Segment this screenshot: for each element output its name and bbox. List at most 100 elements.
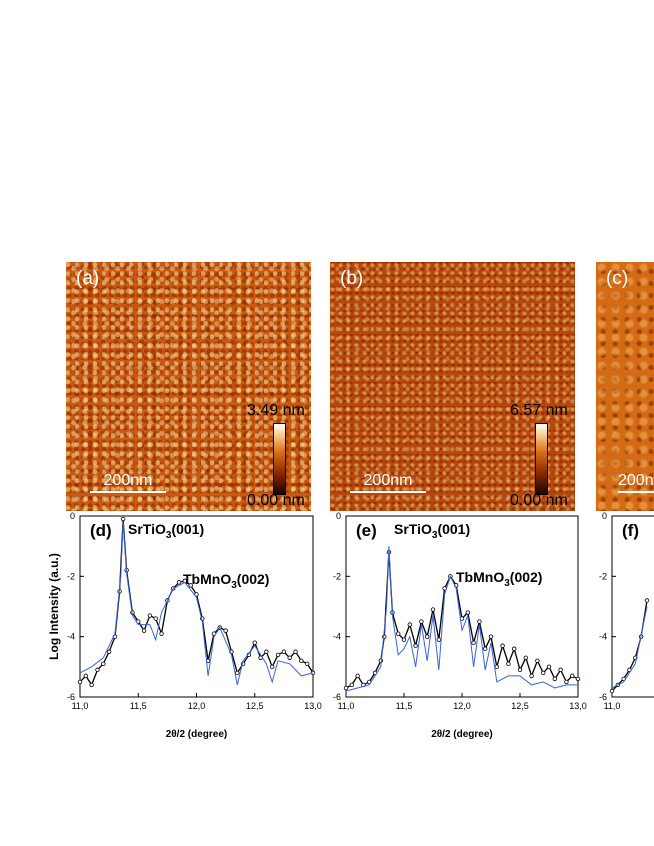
plot-frame-d	[79, 515, 314, 698]
scale-bar-label-a: 200nm	[103, 472, 153, 489]
x-tick-label-e: 11,5	[396, 701, 413, 711]
x-axis-label-d: 2θ/2 (degree)	[166, 729, 228, 740]
data-point-e	[529, 673, 534, 679]
x-tick-label-d: 13,0	[304, 701, 322, 711]
data-point-d	[281, 649, 287, 654]
data-point-e	[396, 631, 401, 636]
plot-frame-e	[345, 515, 579, 698]
data-point-e	[349, 682, 354, 688]
x-tick-label-d: 11,5	[130, 701, 147, 711]
data-point-e	[477, 619, 482, 624]
data-point-d	[223, 628, 228, 633]
data-point-e	[575, 676, 581, 682]
afm-image-b: (b) 200nm 6.57 nm 0.00 nm	[330, 262, 575, 511]
afm-image-c: (c) 200n	[596, 262, 654, 511]
scale-bar-label-c: 200n	[618, 472, 654, 489]
data-point-f	[644, 598, 650, 603]
x-tick-label-e: 11,0	[338, 701, 355, 711]
fit-line-d	[79, 521, 314, 686]
data-point-e	[564, 679, 569, 685]
data-point-e	[355, 673, 360, 679]
data-point-e	[419, 619, 424, 624]
panel-label-f: (f)	[622, 521, 639, 540]
data-point-d	[176, 580, 182, 585]
x-tick-label-e: 13,0	[569, 701, 587, 711]
data-point-f	[609, 688, 615, 694]
fit-line-f	[611, 606, 648, 689]
data-point-e	[535, 658, 540, 663]
colorbar-min-b: 0.00 nm	[510, 492, 568, 509]
y-tick-label-f: 0	[602, 511, 607, 521]
data-line-d	[79, 518, 314, 687]
data-point-e	[425, 634, 430, 639]
data-point-e	[471, 640, 476, 645]
data-point-e	[546, 664, 552, 670]
data-point-e	[483, 646, 488, 651]
y-tick-label-e: 0	[336, 511, 341, 521]
data-point-d	[89, 682, 94, 688]
data-point-e	[541, 670, 546, 676]
annotation-d-1: TbMnO3(002)	[183, 571, 269, 591]
panel-label-d: (d)	[90, 521, 112, 540]
data-point-d	[293, 649, 298, 654]
data-point-d	[147, 613, 153, 618]
data-point-d	[304, 661, 310, 667]
data-point-e	[488, 634, 494, 639]
y-tick-label-d: 0	[70, 511, 75, 521]
data-point-e	[552, 676, 557, 682]
data-point-e	[570, 673, 575, 679]
scale-bar-b: 200nm	[350, 472, 426, 493]
data-point-e	[494, 664, 499, 670]
y-tick-label-d: -6	[67, 692, 75, 702]
annotation-e-1: TbMnO3(002)	[456, 569, 542, 589]
data-line-f	[611, 600, 648, 692]
height-colorbar-a	[273, 423, 286, 495]
data-point-d	[299, 658, 304, 663]
data-point-d	[77, 679, 83, 685]
afm-image-a: (a) 200nm 3.49 nm 0.00 nm	[66, 262, 311, 511]
x-tick-label-d: 12,0	[188, 701, 206, 711]
height-colorbar-b	[535, 423, 548, 495]
x-tick-label-e: 12,5	[511, 701, 529, 711]
y-tick-label-f: -4	[599, 632, 607, 642]
data-point-e	[512, 646, 517, 651]
data-point-d	[287, 655, 292, 660]
data-point-d	[120, 516, 126, 522]
data-point-d	[141, 628, 147, 633]
y-tick-label-f: -2	[599, 571, 607, 581]
data-point-d	[95, 667, 100, 673]
data-point-e	[407, 622, 412, 627]
plot-frame-f	[611, 515, 654, 698]
data-point-e	[465, 610, 470, 615]
y-axis-label-d: Log Intensity (a.u.)	[47, 553, 61, 660]
y-tick-label-e: -6	[333, 692, 341, 702]
data-point-e	[500, 643, 505, 648]
fit-line-e	[345, 546, 578, 692]
data-point-e	[523, 655, 528, 660]
colorbar-max-a: 3.49 nm	[247, 402, 305, 419]
y-tick-label-f: -6	[599, 692, 607, 702]
x-tick-label-d: 12,5	[246, 701, 264, 711]
x-tick-label-d: 11,0	[72, 701, 89, 711]
data-point-e	[506, 661, 511, 667]
panel-label-e: (e)	[356, 521, 377, 540]
x-axis-label-e: 2θ/2 (degree)	[431, 729, 493, 740]
y-tick-label-e: -4	[333, 632, 341, 642]
data-point-d	[252, 640, 257, 645]
data-point-d	[270, 664, 275, 670]
scale-bar-line-b	[350, 491, 426, 493]
data-point-d	[159, 631, 164, 636]
y-tick-label-d: -4	[67, 632, 75, 642]
y-tick-label-e: -2	[333, 571, 341, 581]
panel-label-a: (a)	[76, 268, 100, 289]
panel-label-c: (c)	[606, 268, 629, 289]
data-point-e	[436, 637, 441, 642]
data-point-d	[106, 649, 112, 654]
data-point-d	[235, 670, 240, 676]
data-point-d	[264, 649, 269, 654]
data-point-e	[558, 667, 563, 673]
colorbar-max-b: 6.57 nm	[510, 402, 568, 419]
scale-bar-line-a	[90, 491, 166, 493]
data-point-d	[188, 583, 193, 588]
